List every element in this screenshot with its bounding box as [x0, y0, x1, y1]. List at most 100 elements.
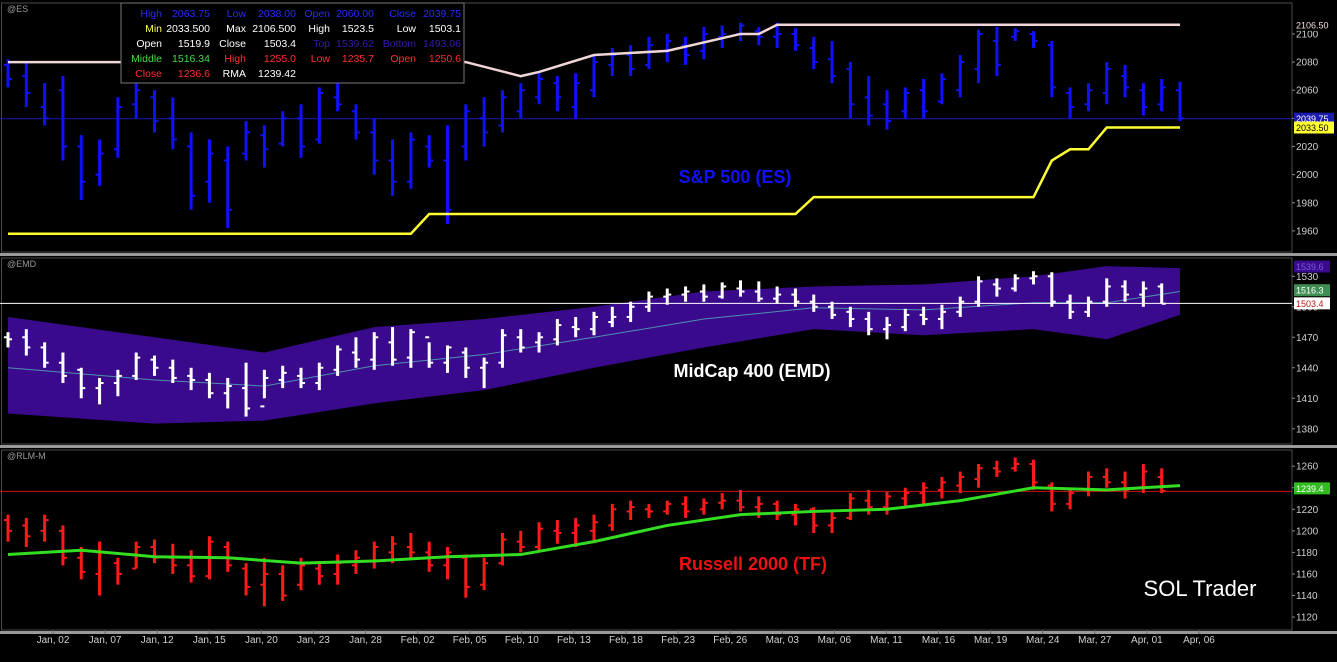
ohlc-bar: [40, 514, 49, 542]
ohlc-bar: [1066, 294, 1075, 319]
ohlc-bar: [260, 557, 269, 607]
ohlc-bar: [480, 357, 489, 389]
ohlc-bar: [956, 471, 965, 494]
ohlc-bar: [498, 90, 507, 133]
info-field-label: Open: [304, 8, 330, 20]
x-tick-label: Jan, 23: [297, 635, 330, 646]
ohlc-bar: [681, 286, 690, 302]
ohlc-bar: [77, 367, 86, 399]
ohlc-bar: [846, 493, 855, 521]
ohlc-bar: [590, 55, 598, 98]
ohlc-bar: [150, 355, 159, 376]
x-tick-label: Feb, 23: [661, 635, 695, 646]
panel-rlm-m: @RLM-M1120114011601180120012201240126012…: [0, 449, 1337, 634]
ohlc-bar: [773, 500, 782, 521]
ohlc-bar: [590, 311, 598, 336]
ohlc-bar: [828, 511, 837, 533]
info-field-value: 1523.5: [342, 23, 374, 35]
info-field-label: Low: [227, 8, 247, 20]
ohlc-bar: [443, 125, 452, 224]
symbol-label: @EMD: [7, 259, 37, 269]
ohlc-bar: [773, 22, 782, 49]
ohlc-bar: [297, 367, 305, 389]
band-top-label-box: [1294, 260, 1330, 273]
ohlc-bar: [864, 311, 873, 336]
ohlc-bar: [278, 111, 287, 147]
ohlc-bar: [791, 288, 800, 307]
ohlc-bar: [4, 514, 12, 542]
ohlc-bar: [1157, 283, 1166, 305]
ohlc-bar: [1157, 78, 1166, 112]
info-field-value: 1239.42: [258, 68, 296, 80]
ohlc-bar: [1139, 83, 1148, 116]
ohlc-bar: [443, 345, 452, 373]
ma-value-label: 1239.4: [1296, 484, 1324, 494]
ohlc-bar: [95, 139, 104, 186]
ohlc-bars: [4, 271, 1166, 417]
upper-stop-label: 2106.50: [1296, 20, 1329, 30]
ohlc-bar: [425, 336, 434, 368]
x-tick-label: Mar, 27: [1078, 635, 1112, 646]
ohlc-bar: [937, 476, 946, 499]
panels: @ES196019802000202020402060208021002106.…: [0, 2, 1337, 634]
ohlc-bar: [388, 327, 397, 366]
ohlc-bar: [223, 377, 232, 409]
ohlc-bar: [663, 288, 672, 305]
ohlc-bar: [150, 90, 159, 133]
ohlc-bar: [187, 550, 196, 583]
x-tick-label: Feb, 26: [713, 635, 747, 646]
ohlc-bar: [1121, 280, 1130, 302]
ohlc-bar: [223, 146, 232, 229]
y-tick-label: 1140: [1296, 591, 1318, 602]
ohlc-bar: [205, 372, 214, 399]
info-field-value: 2038.00: [258, 8, 296, 20]
ohlc-bar: [498, 329, 507, 368]
ohlc-bar: [461, 347, 470, 378]
info-field-value: 2033.500: [166, 23, 210, 35]
ohlc-bar: [608, 503, 617, 531]
ohlc-bar: [22, 329, 31, 356]
ohlc-bar: [956, 55, 965, 98]
ohlc-bar: [40, 83, 49, 126]
ohlc-bar: [937, 304, 946, 330]
y-tick-label: 1380: [1296, 424, 1319, 435]
ohlc-bar: [22, 517, 31, 548]
y-tick-label: 1440: [1296, 363, 1319, 374]
info-field-value: 1503.1: [429, 23, 461, 35]
panel-title: MidCap 400 (EMD): [673, 361, 830, 381]
ohlc-bar: [77, 547, 86, 580]
ohlc-bar: [571, 316, 580, 338]
ohlc-bar: [626, 301, 635, 323]
upper-stop-line: [8, 23, 1180, 78]
ohlc-bar: [461, 104, 470, 161]
info-field-label: Bottom: [383, 38, 417, 50]
info-field-label: High: [140, 8, 162, 20]
ohlc-bar: [754, 26, 763, 46]
ohlc-bar: [315, 561, 324, 585]
ohlc-bar: [242, 563, 251, 596]
info-field-value: 2039.75: [423, 8, 461, 20]
ohlc-bar: [974, 29, 983, 84]
info-field-label: Low: [311, 53, 331, 65]
ohlc-bar: [1102, 278, 1111, 307]
ohlc-bar: [535, 332, 544, 353]
ohlc-bar: [883, 492, 891, 515]
ohlc-bar: [535, 522, 544, 551]
band-top-label: 1539.6: [1296, 262, 1324, 272]
info-field-label: RMA: [223, 68, 246, 80]
x-tick-label: Feb, 18: [609, 635, 643, 646]
info-field-label: Close: [389, 8, 416, 20]
info-field-value: 1519.9: [178, 38, 210, 50]
ohlc-bar: [1011, 274, 1020, 292]
ohlc-bar: [40, 342, 49, 368]
ohlc-bar: [370, 332, 379, 370]
ohlc-bar: [1029, 459, 1038, 490]
ohlc-bar: [883, 90, 891, 130]
ohlc-bar: [388, 139, 397, 196]
ohlc-bar: [351, 337, 360, 368]
info-field-label: High: [308, 23, 330, 35]
ohlc-bar: [699, 284, 708, 302]
ohlc-bar: [626, 500, 635, 521]
x-tick-label: Mar, 16: [922, 635, 956, 646]
ohlc-bar: [1029, 31, 1038, 49]
